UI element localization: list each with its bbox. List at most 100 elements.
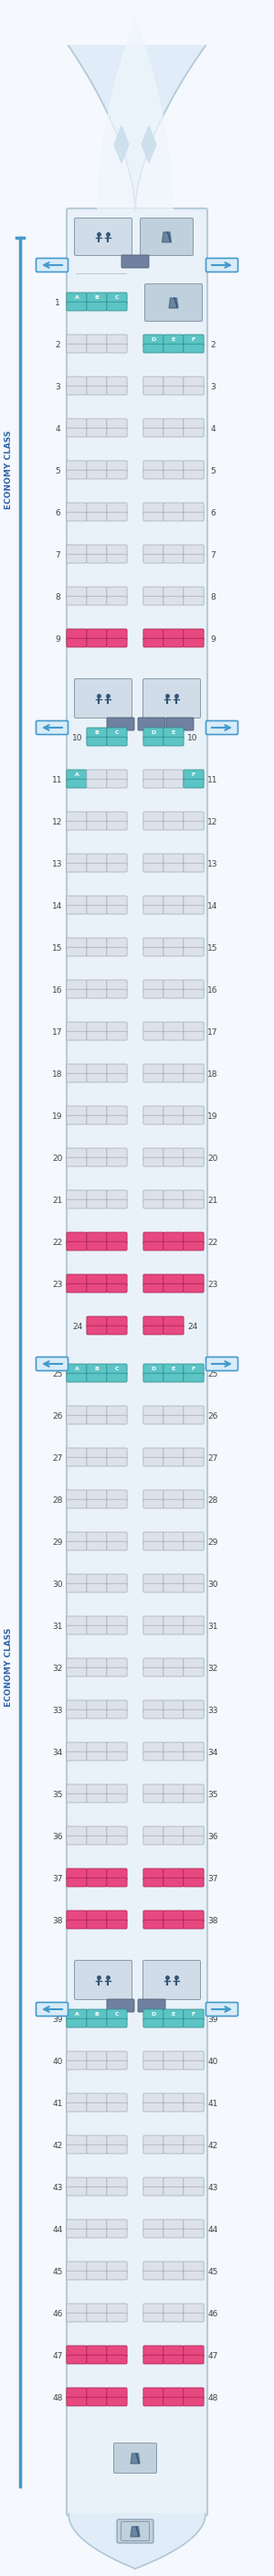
FancyBboxPatch shape — [163, 778, 184, 788]
Polygon shape — [142, 126, 156, 162]
FancyBboxPatch shape — [87, 1157, 107, 1167]
FancyBboxPatch shape — [87, 938, 107, 951]
FancyBboxPatch shape — [87, 1327, 107, 1334]
Text: 33: 33 — [52, 1705, 63, 1716]
FancyBboxPatch shape — [143, 1105, 164, 1118]
FancyBboxPatch shape — [87, 2102, 107, 2112]
FancyBboxPatch shape — [107, 1275, 127, 1285]
FancyBboxPatch shape — [184, 554, 204, 564]
FancyBboxPatch shape — [67, 1710, 87, 1718]
Text: 19: 19 — [52, 1113, 63, 1121]
FancyBboxPatch shape — [143, 1533, 164, 1543]
FancyBboxPatch shape — [67, 1190, 87, 1203]
FancyBboxPatch shape — [184, 1489, 204, 1502]
FancyBboxPatch shape — [107, 1231, 127, 1244]
FancyBboxPatch shape — [163, 853, 184, 866]
FancyBboxPatch shape — [87, 294, 107, 304]
FancyBboxPatch shape — [67, 938, 87, 951]
Text: 41: 41 — [52, 2099, 63, 2107]
FancyBboxPatch shape — [163, 345, 184, 353]
FancyBboxPatch shape — [163, 1533, 184, 1543]
FancyBboxPatch shape — [67, 1448, 87, 1461]
FancyBboxPatch shape — [184, 2388, 204, 2398]
Text: 28: 28 — [208, 1497, 218, 1504]
Text: 46: 46 — [208, 2311, 218, 2318]
FancyBboxPatch shape — [67, 2388, 87, 2398]
FancyBboxPatch shape — [107, 2020, 127, 2027]
FancyBboxPatch shape — [184, 2228, 204, 2239]
Text: 4: 4 — [210, 425, 215, 433]
FancyBboxPatch shape — [87, 1200, 107, 1208]
FancyBboxPatch shape — [184, 2020, 204, 2027]
FancyBboxPatch shape — [107, 2313, 127, 2321]
FancyBboxPatch shape — [163, 2050, 184, 2063]
Text: 16: 16 — [208, 987, 218, 994]
FancyBboxPatch shape — [184, 2313, 204, 2321]
FancyBboxPatch shape — [107, 1533, 127, 1543]
Text: 24: 24 — [73, 1321, 83, 1332]
FancyBboxPatch shape — [163, 639, 184, 647]
FancyBboxPatch shape — [138, 719, 165, 732]
FancyBboxPatch shape — [143, 2228, 164, 2239]
Text: 35: 35 — [52, 1790, 63, 1798]
FancyBboxPatch shape — [143, 948, 164, 956]
FancyBboxPatch shape — [184, 1837, 204, 1844]
FancyBboxPatch shape — [67, 778, 87, 788]
FancyBboxPatch shape — [107, 386, 127, 394]
FancyBboxPatch shape — [143, 461, 164, 471]
Text: 17: 17 — [52, 1028, 63, 1036]
Text: F: F — [192, 337, 196, 343]
FancyBboxPatch shape — [163, 2303, 184, 2316]
FancyBboxPatch shape — [143, 2272, 164, 2280]
FancyBboxPatch shape — [107, 2398, 127, 2406]
FancyBboxPatch shape — [163, 1667, 184, 1677]
Text: 42: 42 — [52, 2141, 63, 2148]
FancyBboxPatch shape — [143, 513, 164, 520]
Text: 1: 1 — [55, 299, 60, 307]
FancyBboxPatch shape — [184, 1283, 204, 1293]
FancyBboxPatch shape — [143, 1200, 164, 1208]
FancyBboxPatch shape — [67, 2177, 87, 2190]
FancyBboxPatch shape — [87, 1074, 107, 1082]
Text: 15: 15 — [52, 943, 63, 953]
FancyBboxPatch shape — [163, 904, 184, 914]
FancyBboxPatch shape — [87, 1406, 107, 1417]
FancyBboxPatch shape — [67, 461, 87, 471]
FancyBboxPatch shape — [184, 1406, 204, 1417]
FancyBboxPatch shape — [75, 677, 132, 719]
FancyBboxPatch shape — [67, 811, 87, 824]
Text: 13: 13 — [208, 860, 218, 868]
FancyBboxPatch shape — [184, 1911, 204, 1922]
FancyBboxPatch shape — [143, 1275, 164, 1285]
Text: 14: 14 — [208, 902, 218, 909]
Text: 27: 27 — [208, 1453, 218, 1463]
FancyBboxPatch shape — [107, 2146, 127, 2154]
FancyBboxPatch shape — [87, 629, 107, 641]
FancyBboxPatch shape — [87, 1023, 107, 1033]
FancyBboxPatch shape — [107, 420, 127, 430]
FancyBboxPatch shape — [107, 587, 127, 598]
FancyBboxPatch shape — [143, 2187, 164, 2195]
FancyBboxPatch shape — [87, 1190, 107, 1203]
FancyBboxPatch shape — [163, 1785, 184, 1795]
FancyBboxPatch shape — [184, 979, 204, 992]
Text: F: F — [192, 773, 196, 778]
FancyBboxPatch shape — [67, 1406, 87, 1417]
FancyBboxPatch shape — [143, 1242, 164, 1249]
FancyBboxPatch shape — [143, 1231, 164, 1244]
FancyBboxPatch shape — [67, 1231, 87, 1244]
Polygon shape — [68, 2514, 206, 2568]
FancyBboxPatch shape — [117, 2519, 153, 2543]
FancyBboxPatch shape — [163, 979, 184, 992]
Text: 26: 26 — [52, 1412, 63, 1419]
FancyBboxPatch shape — [36, 2002, 68, 2017]
FancyBboxPatch shape — [107, 1448, 127, 1461]
FancyBboxPatch shape — [163, 502, 184, 515]
FancyBboxPatch shape — [87, 1700, 107, 1713]
FancyBboxPatch shape — [107, 2061, 127, 2069]
FancyBboxPatch shape — [107, 1584, 127, 1592]
FancyBboxPatch shape — [87, 544, 107, 556]
FancyBboxPatch shape — [87, 1785, 107, 1795]
FancyBboxPatch shape — [87, 1283, 107, 1293]
FancyBboxPatch shape — [184, 2146, 204, 2154]
